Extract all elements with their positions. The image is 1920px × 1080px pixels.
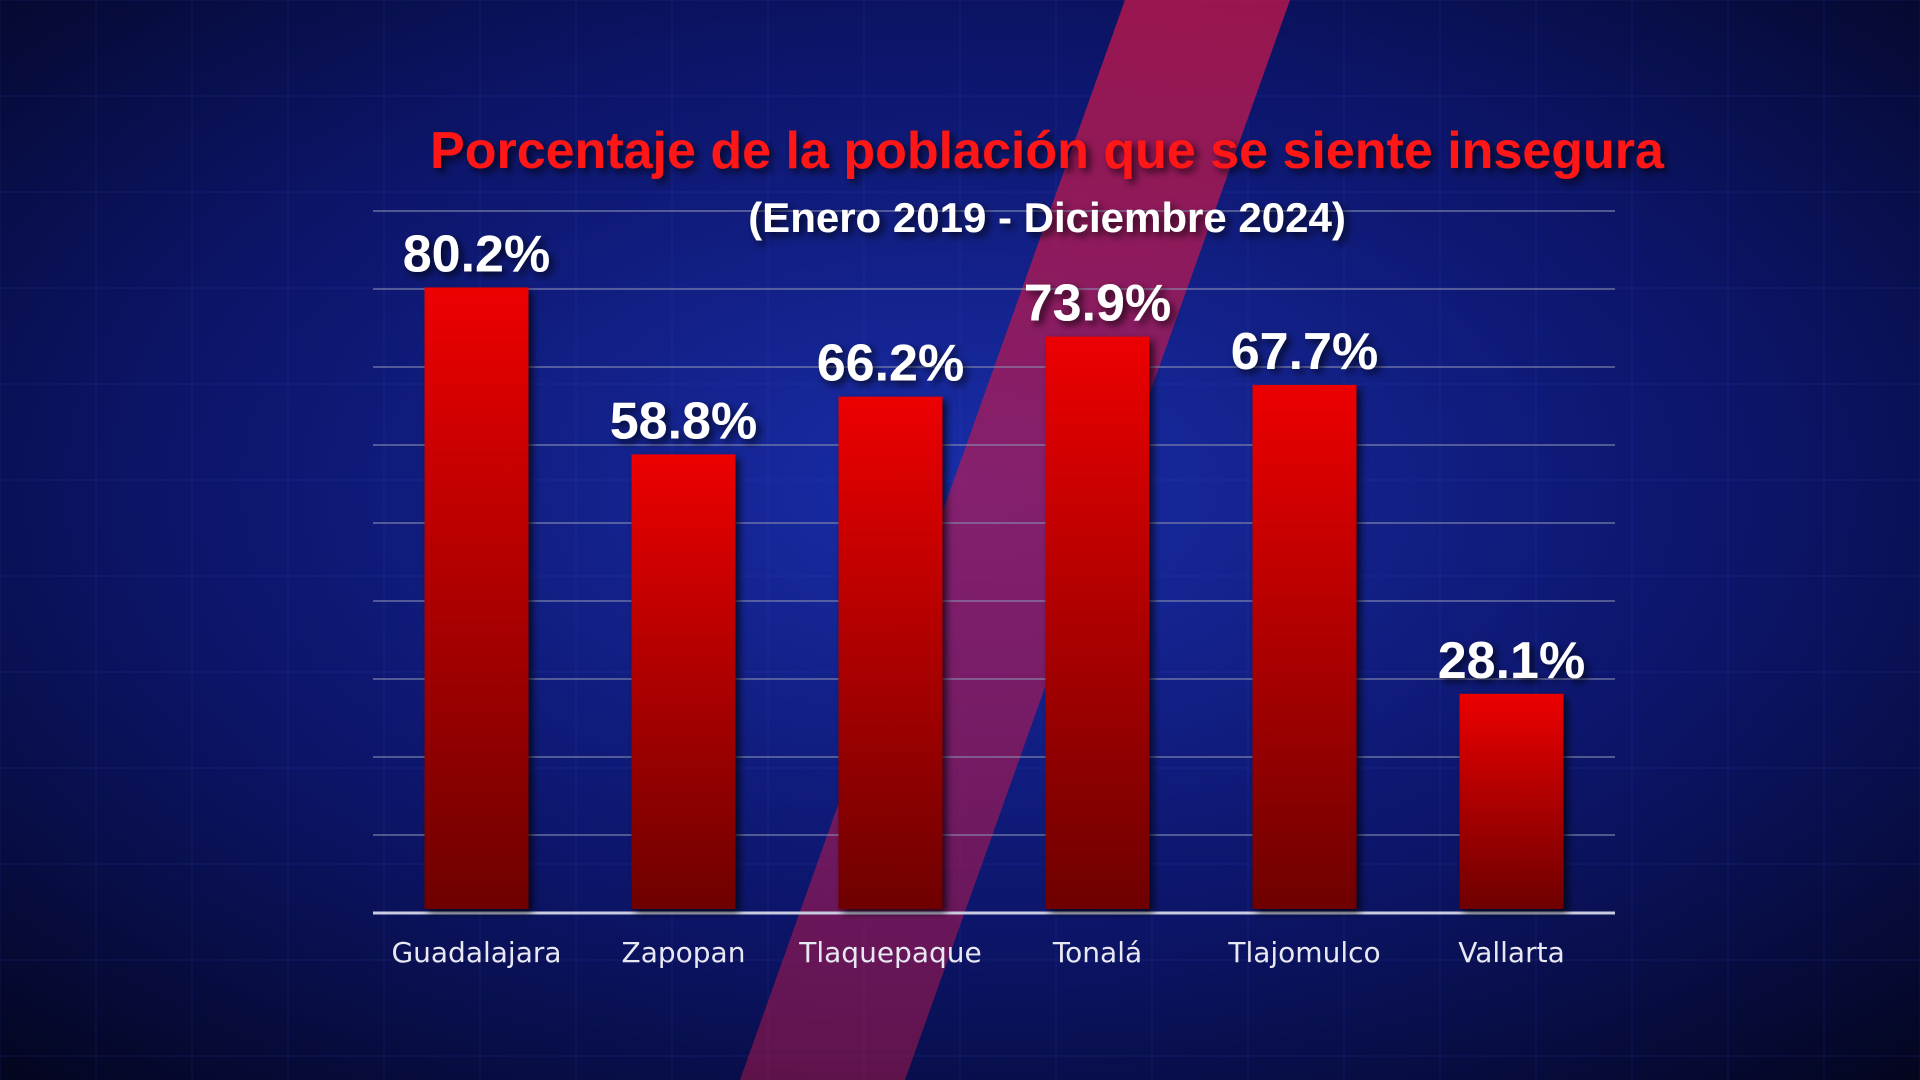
bar [838, 396, 943, 909]
value-labels: 80.2% 58.8% 66.2% 73.9% 67.7% 28.1% [403, 225, 1585, 689]
value-label: 80.2% [403, 225, 550, 283]
bar [1045, 336, 1150, 910]
value-label: 58.8% [610, 392, 757, 450]
chart-title: Porcentaje de la población que se siente… [430, 122, 1665, 180]
category-label: Tlaquepaque [798, 936, 981, 969]
value-label: 73.9% [1024, 275, 1171, 333]
value-label: 28.1% [1438, 632, 1585, 690]
bar [424, 287, 529, 909]
bars [424, 287, 1564, 910]
chart-subtitle: (Enero 2019 - Diciembre 2024) [748, 194, 1346, 241]
category-labels: Guadalajara Zapopan Tlaquepaque Tonalá Tlajo… [391, 936, 1564, 969]
chart-gridlines [373, 210, 1615, 836]
category-label: Zapopan [622, 936, 746, 969]
category-label: Tonalá [1052, 936, 1142, 969]
category-label: Guadalajara [391, 936, 561, 969]
value-label: 67.7% [1231, 323, 1378, 381]
bar [631, 454, 736, 909]
bar [1459, 693, 1564, 909]
value-label: 66.2% [817, 335, 964, 393]
bar [1252, 384, 1357, 909]
category-label: Vallarta [1458, 936, 1565, 969]
category-label: Tlajomulco [1227, 936, 1380, 969]
